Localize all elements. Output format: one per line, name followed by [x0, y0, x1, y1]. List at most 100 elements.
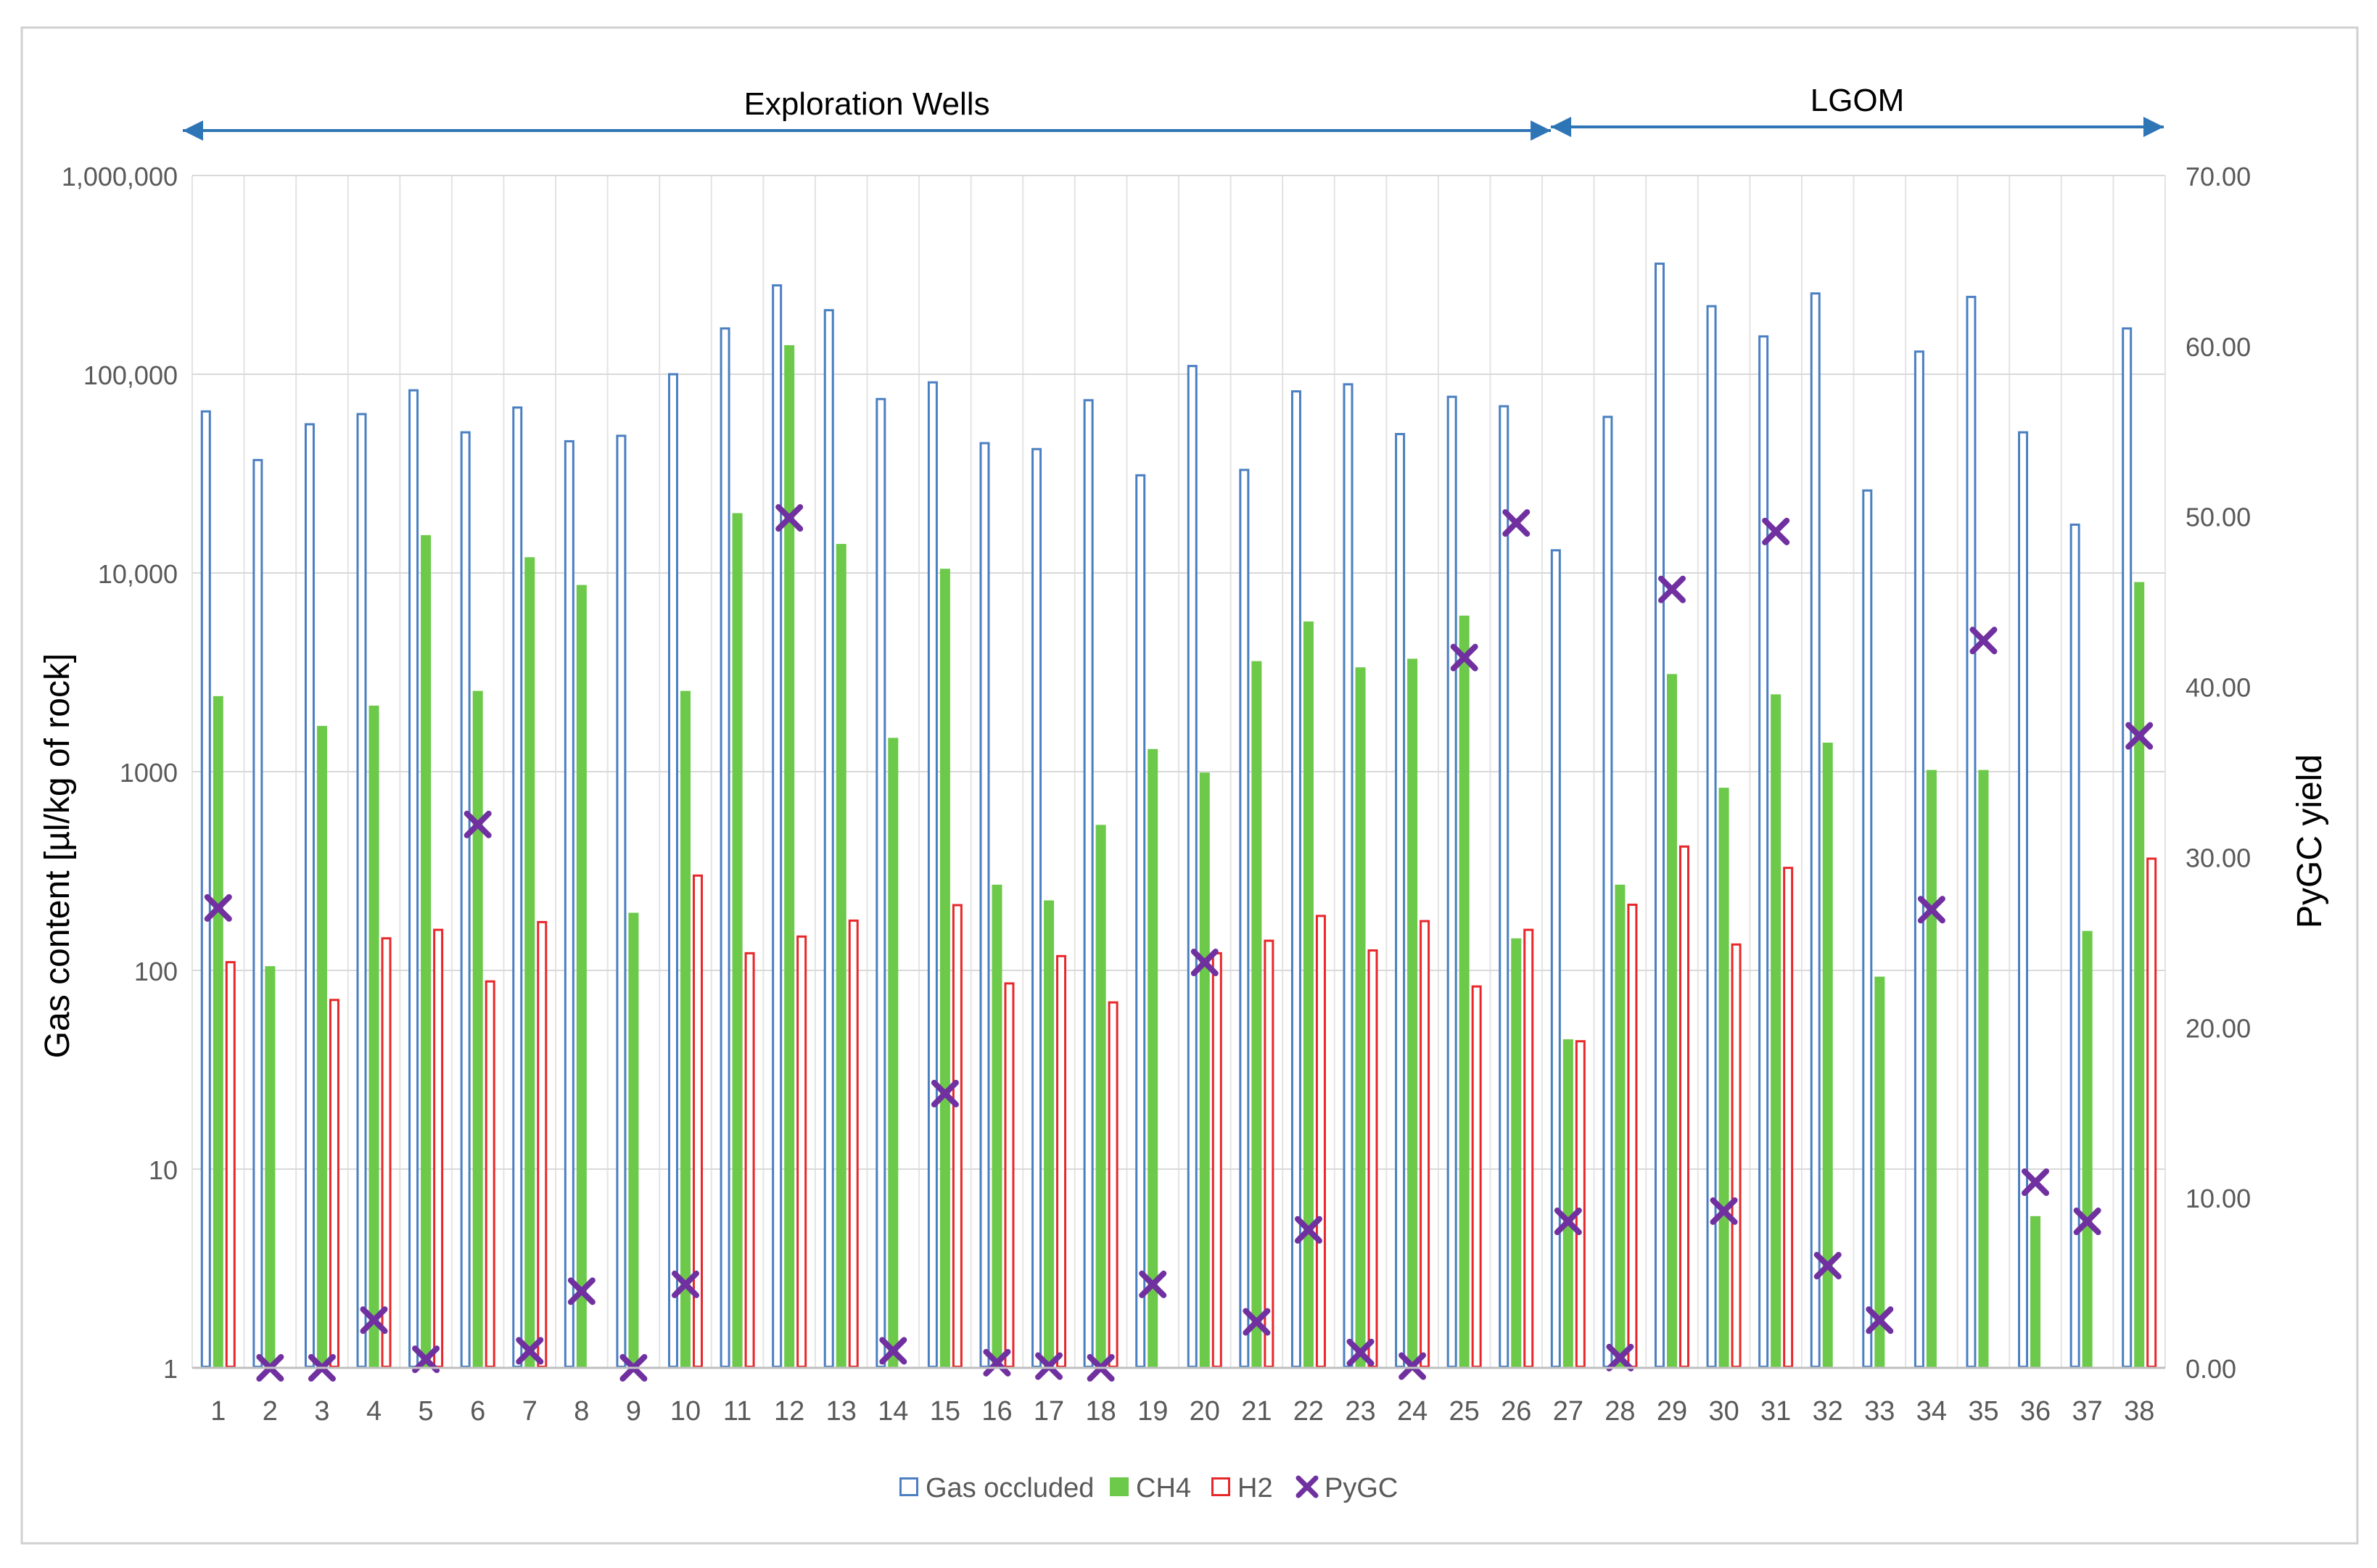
- bar-gas-occluded: [356, 413, 367, 1368]
- bar-gas-occluded: [460, 431, 471, 1369]
- bar-ch4: [1978, 769, 1989, 1368]
- y2-tick-label: 0.00: [2186, 1354, 2236, 1384]
- bar-ch4: [1874, 976, 1885, 1368]
- bar-h2: [433, 928, 444, 1369]
- bar-h2: [485, 980, 495, 1369]
- bar-h2: [1367, 949, 1378, 1368]
- bar-ch4: [2082, 931, 2093, 1368]
- bar-gas-occluded: [2122, 327, 2133, 1368]
- bar-h2: [952, 904, 963, 1369]
- bar-ch4: [628, 912, 639, 1368]
- legend-label: PyGC: [1325, 1473, 1398, 1503]
- bar-ch4: [1511, 938, 1522, 1368]
- annotation-arrow-left: [183, 120, 203, 141]
- bar-ch4: [836, 543, 846, 1368]
- marker-pygc: [879, 1337, 907, 1365]
- bar-h2: [1315, 915, 1326, 1368]
- bar-h2: [1056, 954, 1067, 1368]
- bar-gas-occluded: [720, 327, 730, 1368]
- marker-pygc: [1502, 509, 1531, 537]
- y2-tick-label: 20.00: [2186, 1013, 2251, 1043]
- x-tick-label: 19: [1137, 1396, 1168, 1427]
- x-tick-label: 24: [1397, 1396, 1428, 1427]
- bar-ch4: [576, 585, 587, 1368]
- marker-pygc: [2022, 1168, 2050, 1197]
- marker-pygc: [1190, 949, 1219, 977]
- bar-ch4: [1148, 748, 1158, 1368]
- x-tick-label: 21: [1241, 1396, 1272, 1427]
- legend: Gas occluded CH4 H2 PyGC: [899, 1473, 1398, 1503]
- bar-gas-occluded: [1499, 405, 1509, 1368]
- y2-tick-label: 40.00: [2186, 673, 2251, 703]
- bar-gas-occluded: [252, 458, 263, 1368]
- bar-h2: [1004, 982, 1015, 1368]
- marker-pygc: [1762, 517, 1790, 545]
- bar-gas-occluded: [927, 381, 938, 1368]
- x-tick-label: 33: [1864, 1396, 1895, 1427]
- marker-pygc: [360, 1306, 388, 1334]
- x-tick-label: 25: [1449, 1396, 1480, 1427]
- bar-h2: [1264, 939, 1274, 1369]
- bar-ch4: [1822, 742, 1833, 1368]
- bar-ch4: [1407, 659, 1418, 1368]
- bar-gas-occluded: [1395, 432, 1406, 1369]
- x-tick-label: 30: [1708, 1396, 1739, 1427]
- bar-h2: [1679, 845, 1689, 1369]
- bar-gas-occluded: [304, 423, 315, 1368]
- annotation-arrow-right: [1531, 120, 1552, 141]
- marker-pygc: [672, 1270, 699, 1298]
- bar-gas-occluded: [408, 389, 419, 1368]
- bar-gas-occluded: [1343, 383, 1354, 1368]
- bar-ch4: [1355, 667, 1366, 1368]
- x-tick-label: 8: [574, 1396, 589, 1427]
- legend-swatch-pygc: [1295, 1475, 1319, 1498]
- bar-ch4: [784, 344, 795, 1368]
- bar-gas-occluded: [823, 309, 834, 1368]
- marker-pygc: [464, 810, 492, 838]
- bar-gas-occluded: [512, 406, 523, 1368]
- bar-ch4: [265, 966, 276, 1368]
- bar-gas-occluded: [1706, 305, 1717, 1369]
- bar-h2: [1420, 920, 1430, 1368]
- bar-ch4: [680, 690, 691, 1368]
- x-tick-label: 13: [826, 1396, 857, 1427]
- bar-h2: [848, 919, 859, 1368]
- bar-ch4: [421, 535, 432, 1368]
- y2-tick-label: 60.00: [2186, 332, 2251, 362]
- bar-gas-occluded: [2018, 431, 2029, 1369]
- bar-gas-occluded: [1187, 365, 1198, 1368]
- marker-pygc: [1346, 1338, 1375, 1366]
- legend-label: Gas occluded: [926, 1473, 1094, 1503]
- bar-h2: [796, 935, 807, 1368]
- marker-pygc: [2125, 722, 2154, 750]
- x-tick-label: 3: [314, 1396, 329, 1427]
- bar-gas-occluded: [1083, 399, 1094, 1368]
- bar-h2: [1731, 943, 1742, 1368]
- x-tick-label: 28: [1604, 1396, 1635, 1427]
- bar-ch4: [1303, 621, 1314, 1368]
- marker-pygc: [567, 1277, 596, 1305]
- y2-tick-label: 70.00: [2186, 162, 2251, 191]
- annotation-arrow-right: [2143, 117, 2164, 137]
- y-tick-label: 10,000: [98, 559, 178, 589]
- marker-pygc: [931, 1079, 959, 1107]
- bar-gas-occluded: [1862, 489, 1873, 1368]
- bar-gas-occluded: [1655, 263, 1665, 1368]
- x-tick-label: 7: [522, 1396, 537, 1427]
- x-tick-label: 4: [366, 1396, 382, 1427]
- y2-tick-label: 30.00: [2186, 843, 2251, 872]
- bar-gas-occluded: [1135, 474, 1146, 1368]
- y2-axis-label: PyGC yield: [2291, 754, 2329, 928]
- x-tick-label: 37: [2072, 1396, 2102, 1427]
- marker-pygc: [1710, 1197, 1738, 1225]
- bar-gas-occluded: [772, 284, 783, 1368]
- bar-ch4: [368, 705, 379, 1368]
- bar-ch4: [1615, 884, 1626, 1368]
- bar-h2: [1523, 928, 1534, 1369]
- bar-gas-occluded: [668, 373, 678, 1368]
- bar-ch4: [524, 557, 535, 1368]
- bar-h2: [1108, 1001, 1119, 1369]
- x-tick-label: 26: [1501, 1396, 1531, 1427]
- y-tick-label: 1000: [120, 758, 178, 788]
